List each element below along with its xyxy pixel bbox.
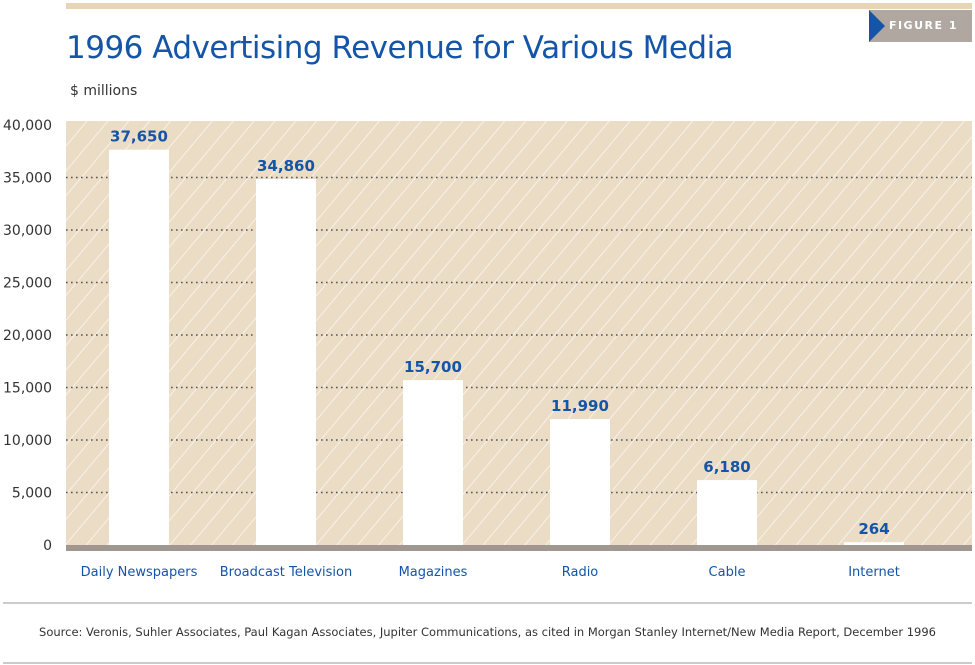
y-tick-label: 15,000	[3, 381, 52, 397]
y-tick-label: 5,000	[12, 486, 52, 502]
plot-area	[66, 121, 972, 545]
top-accent-band	[66, 3, 972, 9]
triangle-icon	[869, 10, 885, 42]
x-category-label: Internet	[848, 565, 900, 580]
y-tick-label: 40,000	[3, 118, 52, 134]
bar-daily-newspapers	[109, 149, 169, 546]
divider-top	[3, 602, 972, 604]
bar-cable	[697, 480, 757, 545]
baseline	[66, 545, 972, 551]
bar-radio	[550, 419, 610, 545]
figure-label: FIGURE 1	[888, 19, 958, 32]
bar-broadcast-television	[256, 178, 316, 545]
figure-badge: FIGURE 1	[869, 10, 972, 42]
y-tick-label: 35,000	[3, 171, 52, 187]
y-tick-label: 10,000	[3, 433, 52, 449]
divider-bottom	[3, 662, 972, 664]
bar-magazines	[403, 380, 463, 545]
source-note: Source: Veronis, Suhler Associates, Paul…	[39, 625, 936, 639]
data-label: 15,700	[404, 358, 462, 376]
x-category-label: Radio	[562, 565, 599, 580]
data-label: 264	[858, 520, 889, 538]
data-label: 37,650	[110, 128, 168, 146]
bar-chart: 37,650 34,860 15,700 11,990 6,180 264 0 5,000 1…	[3, 118, 972, 580]
y-tick-label: 20,000	[3, 328, 52, 344]
data-label: 34,860	[257, 157, 315, 175]
x-category-label: Daily Newspapers	[81, 565, 198, 580]
y-tick-label: 30,000	[3, 223, 52, 239]
chart-title: 1996 Advertising Revenue for Various Med…	[66, 30, 734, 66]
x-category-label: Cable	[709, 565, 746, 580]
y-tick-label: 25,000	[3, 276, 52, 292]
bar-internet	[844, 542, 904, 545]
y-tick-label: 0	[43, 538, 52, 554]
x-category-label: Broadcast Television	[220, 565, 353, 580]
data-label: 6,180	[703, 458, 750, 476]
x-category-label: Magazines	[399, 565, 468, 580]
unit-label: $ millions	[70, 83, 138, 99]
data-label: 11,990	[551, 397, 609, 415]
